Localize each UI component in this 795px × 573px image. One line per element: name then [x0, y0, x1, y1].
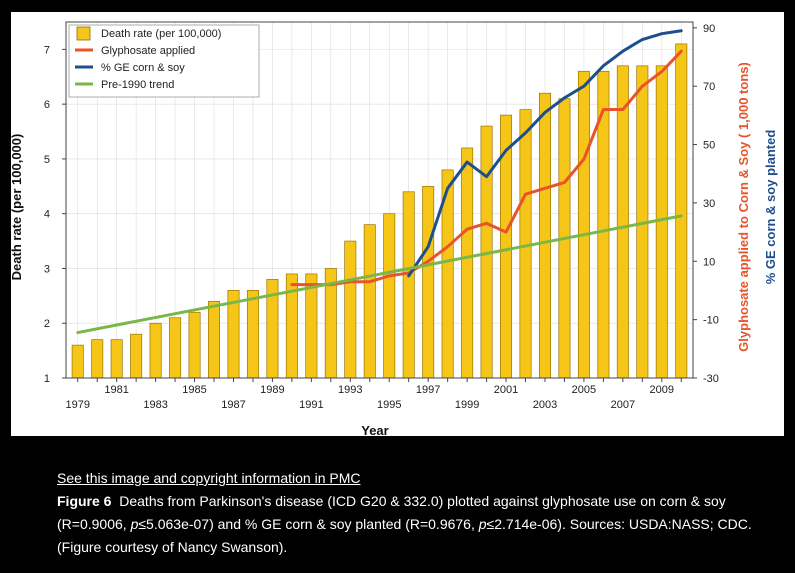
legend-death-rate-swatch: [76, 26, 91, 41]
y-right-tick-label: 90: [703, 23, 715, 35]
figure-label: Figure 6: [57, 493, 112, 509]
x-tick-label: 1999: [455, 399, 479, 411]
death-rate-bar: [208, 300, 221, 379]
x-tick-label: 2003: [533, 399, 557, 411]
x-tick-label: 1997: [416, 384, 440, 396]
y-tick-label: 2: [44, 318, 50, 330]
legend-ge: % GE corn & soy: [101, 62, 185, 74]
caption-text-2: ≤5.063e-07) and % GE corn & soy planted …: [138, 516, 479, 532]
series-lines: [76, 29, 683, 335]
death-rate-bar: [71, 344, 84, 379]
y-right-tick-label: 70: [703, 81, 715, 93]
y-right-tick-label: 30: [703, 198, 715, 210]
y-tick-label: 4: [44, 209, 50, 221]
y-tick-label: 6: [44, 99, 50, 111]
x-tick-label: 1989: [260, 384, 284, 396]
death-rate-bar: [149, 322, 162, 379]
legend-box: [68, 24, 260, 98]
death-rate-bar: [91, 339, 104, 379]
death-rate-bar: [246, 290, 259, 379]
y-axis-label-right-glyphosate: Glyphosate applied to Corn & Soy ( 1,000…: [736, 62, 751, 352]
y-right-tick-label: 50: [703, 140, 715, 152]
y-axis-label-right-ge: % GE corn & soy planted: [763, 130, 778, 285]
x-axis-label: Year: [361, 423, 388, 436]
death-rate-bar: [675, 43, 688, 379]
y-tick-label: 5: [44, 154, 50, 166]
death-rate-bar: [383, 213, 396, 379]
legend-trend: Pre-1990 trend: [101, 79, 174, 91]
death-rate-bar: [422, 185, 435, 379]
axes: 1 2 3 4 5 6 7 -30 -10 10 30 50 70 90 1981 1985 1989 1993 1…: [44, 23, 719, 411]
y-right-tick-label: 10: [703, 256, 715, 268]
parkinsons-chart: 1 2 3 4 5 6 7 -30 -10 10 30 50 70 90 1981 1985 1989 1993 1…: [11, 21, 778, 436]
y-axis-label-left: Death rate (per 100,000): [11, 134, 24, 281]
x-tick-label: 2007: [611, 399, 635, 411]
death-rate-bar: [110, 339, 123, 379]
x-tick-label: 1981: [104, 384, 128, 396]
y-tick-label: 7: [44, 44, 50, 56]
plot-frame: [65, 21, 694, 379]
legend-glyphosate: Glyphosate applied: [101, 45, 195, 57]
x-tick-label: 2001: [494, 384, 518, 396]
legend-death-rate: Death rate (per 100,000): [101, 28, 221, 40]
ge-corn-soy-line: [407, 29, 683, 278]
death-rate-bar: [188, 311, 201, 379]
x-tick-label: 1995: [377, 399, 401, 411]
death-rate-bar: [169, 317, 182, 379]
y-right-tick-label: -30: [703, 373, 719, 385]
x-tick-label: 1993: [338, 384, 362, 396]
x-tick-label: 1983: [143, 399, 167, 411]
glyphosate-line: [290, 49, 683, 287]
legend: Death rate (per 100,000) Glyphosate appl…: [68, 24, 260, 98]
death-rate-bar: [538, 92, 551, 379]
y-right-tick-label: -10: [703, 315, 719, 327]
x-tick-label: 1987: [221, 399, 245, 411]
death-rate-bar: [402, 191, 415, 379]
death-rate-bar: [344, 240, 357, 379]
death-rate-bar: [130, 333, 143, 379]
x-tick-label: 1991: [299, 399, 323, 411]
x-tick-label: 2005: [572, 384, 596, 396]
figure-caption: Figure 6 Deaths from Parkinson's disease…: [57, 490, 757, 559]
caption-text-3: ≤2.714e-06). Sources: USDA:NASS; CDC. (F…: [57, 516, 752, 555]
caption-text-1: Deaths from Parkinson's disease (ICD G20…: [57, 493, 726, 532]
death-rate-bar: [616, 65, 629, 379]
death-rate-bar: [461, 147, 474, 379]
y-tick-label: 3: [44, 263, 50, 275]
figure-panel: 1 2 3 4 5 6 7 -30 -10 10 30 50 70 90 1981 1985 1989 1993 1…: [11, 12, 784, 436]
x-tick-label: 1979: [65, 399, 89, 411]
x-tick-label: 2009: [650, 384, 674, 396]
y-tick-label: 1: [44, 373, 50, 385]
death-rate-bar: [363, 224, 376, 379]
caption-p1: p: [130, 516, 139, 532]
death-rate-bar: [577, 70, 590, 379]
x-tick-label: 1985: [182, 384, 206, 396]
pre-1990-trend-line: [76, 214, 683, 335]
caption-p2: p: [478, 516, 487, 532]
copyright-info-link[interactable]: See this image and copyright information…: [57, 470, 361, 486]
